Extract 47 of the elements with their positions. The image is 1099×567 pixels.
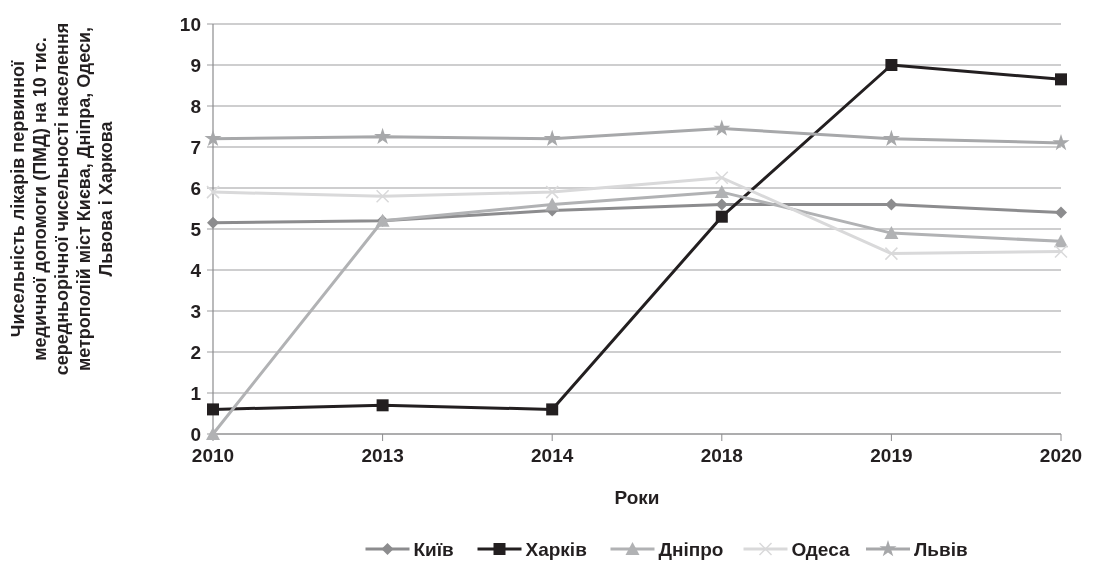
x-tick-label: 2014 — [531, 445, 574, 466]
legend-label: Харків — [525, 538, 587, 560]
y-tick-label: 9 — [190, 54, 201, 76]
point — [1054, 244, 1068, 259]
point — [715, 210, 728, 223]
point — [206, 185, 220, 199]
point — [375, 189, 390, 203]
point — [1052, 133, 1070, 151]
y-tick-label: 8 — [190, 95, 201, 117]
x-tick-label: 2013 — [361, 445, 404, 466]
legend-label: Київ — [413, 538, 454, 560]
point — [885, 59, 898, 71]
point — [376, 399, 389, 412]
point — [1055, 73, 1067, 86]
y-tick-label: 0 — [190, 423, 201, 445]
point — [545, 197, 560, 211]
point — [714, 185, 729, 199]
y-axis-title: Чисельність лікарів первинної медичної допомоги (ПМД) на 10 тис. середньорічної чисельності населення метрополій міст Києва, Дніпра, Одеси, Львова і Харкова — [8, 22, 116, 376]
point — [545, 185, 559, 199]
point — [207, 216, 219, 229]
x-axis-title: Роки — [614, 487, 660, 508]
point — [713, 119, 731, 136]
point — [543, 129, 561, 147]
point — [715, 171, 729, 185]
point — [1055, 206, 1067, 219]
point — [884, 226, 899, 240]
x-tick-label: 2018 — [700, 445, 743, 466]
y-tick-label: 10 — [179, 13, 201, 35]
x-tick-label: 2019 — [870, 445, 913, 466]
x-tick-label: 2010 — [191, 445, 235, 466]
point — [882, 129, 900, 147]
y-tick-label: 5 — [190, 218, 202, 240]
y-tick-label: 2 — [190, 341, 201, 363]
x-tick-label: 2020 — [1039, 445, 1083, 466]
point — [204, 129, 222, 147]
y-tick-label: 3 — [190, 300, 201, 322]
y-tick-label: 6 — [190, 177, 201, 199]
point — [546, 403, 559, 416]
point — [207, 403, 219, 416]
point — [374, 127, 392, 144]
y-tick-label: 4 — [190, 259, 202, 281]
legend-label: Дніпро — [658, 538, 724, 560]
y-tick-label: 1 — [190, 382, 202, 404]
legend-label: Львів — [914, 538, 968, 560]
y-tick-label: 7 — [190, 136, 201, 158]
legend-label: Одеса — [791, 538, 850, 560]
point — [884, 246, 899, 261]
